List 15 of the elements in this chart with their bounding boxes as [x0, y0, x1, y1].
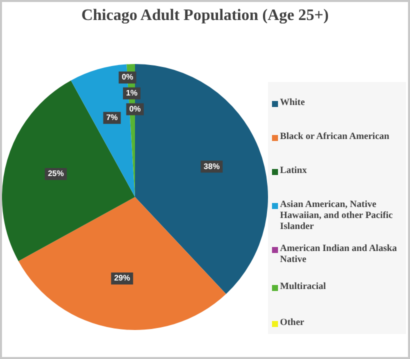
data-label: 7%: [106, 113, 118, 122]
data-label: 1%: [126, 88, 138, 98]
legend-label: Black or African American: [280, 132, 390, 143]
text: 0%: [122, 72, 134, 82]
data-label: 25%: [48, 169, 64, 178]
legend-label: Other: [280, 318, 304, 329]
legend-label: Latinx: [280, 166, 307, 177]
data-label: 38%: [204, 162, 220, 171]
legend-label: White: [280, 98, 305, 109]
legend-label: Multiracial: [280, 282, 326, 293]
legend-label: American Indian and Alaska Native: [280, 244, 398, 266]
chart-title: Chicago Adult Population (Age 25+): [80, 7, 330, 25]
legend-label: Asian American, Native Hawaiian, and other Pacific Islander: [280, 200, 394, 233]
text: 0%: [129, 104, 141, 114]
data-label: 29%: [114, 274, 130, 283]
